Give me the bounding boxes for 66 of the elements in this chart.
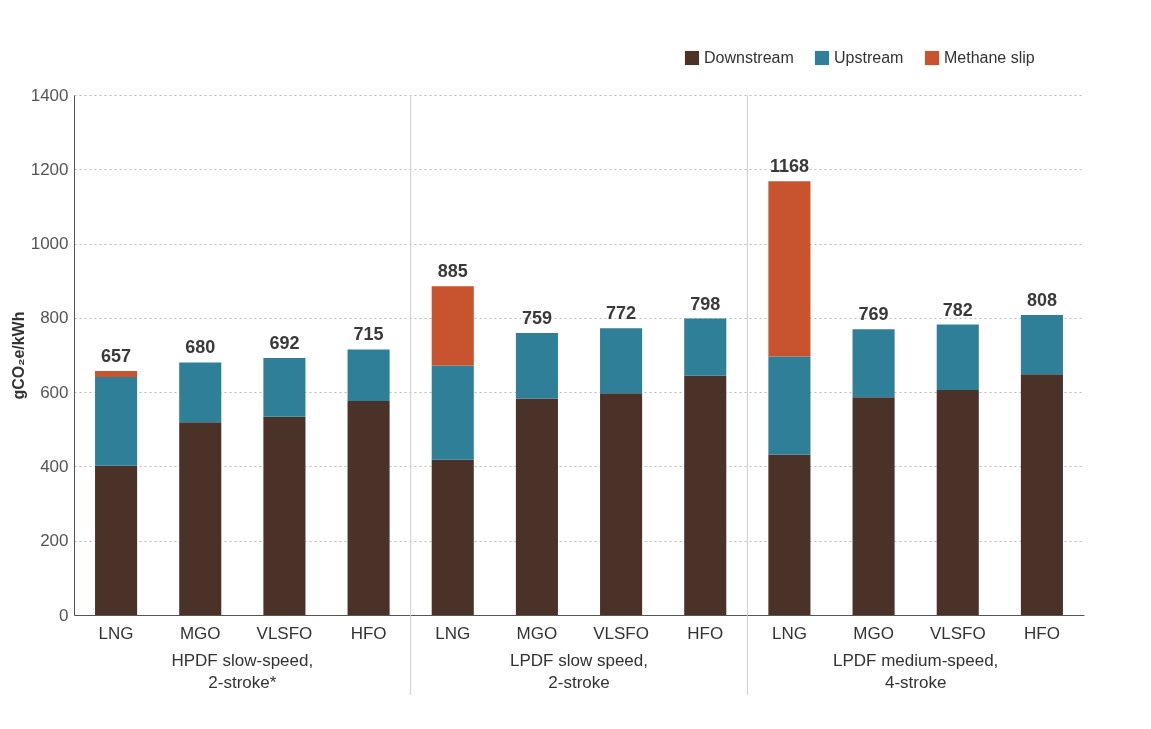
bar	[95, 376, 138, 466]
y-tick-label: 200	[40, 531, 69, 551]
total-label: 1168	[769, 156, 809, 177]
total-label: 657	[101, 345, 132, 366]
bar	[600, 328, 643, 394]
bar	[1020, 374, 1063, 615]
y-tick-label: 0	[59, 605, 69, 625]
bar	[431, 365, 474, 460]
y-axis-title: gCO₂e/kWh	[9, 311, 27, 400]
bar	[768, 356, 811, 455]
bar	[852, 329, 895, 398]
bar	[431, 459, 474, 615]
y-tick-label: 400	[40, 456, 69, 476]
total-label: 782	[942, 299, 973, 320]
total-label: 885	[437, 261, 468, 282]
bar	[768, 181, 811, 357]
x-tick-label: VLSFO	[256, 623, 313, 643]
bar	[347, 401, 390, 615]
x-tick-label: LNG	[771, 623, 807, 643]
bar	[179, 422, 222, 615]
total-label: 759	[521, 308, 552, 329]
total-label: 772	[606, 303, 637, 324]
bar	[95, 465, 138, 615]
total-label: 769	[858, 304, 889, 325]
total-label: 680	[185, 337, 216, 358]
total-label: 798	[690, 293, 721, 314]
total-label: 808	[1026, 289, 1057, 310]
bar	[684, 318, 727, 376]
bar	[684, 375, 727, 615]
x-tick-label: LNG	[435, 623, 471, 643]
bar	[263, 357, 306, 417]
y-tick-label: 1000	[30, 234, 69, 254]
bar	[1020, 314, 1063, 375]
x-tick-label: HFO	[687, 623, 724, 643]
total-label: 692	[269, 332, 300, 353]
bar	[515, 398, 558, 615]
y-tick-label: 800	[40, 308, 69, 328]
legend-label: Upstream	[834, 49, 904, 66]
legend-label: Downstream	[704, 49, 794, 66]
x-tick-label: HFO	[350, 623, 387, 643]
bar	[347, 349, 390, 402]
legend-label: Methane slip	[944, 49, 1035, 66]
x-tick-label: MGO	[179, 623, 221, 643]
x-tick-label: VLSFO	[929, 623, 986, 643]
y-tick-label: 1200	[30, 159, 69, 179]
bar	[515, 333, 558, 399]
x-tick-label: VLSFO	[593, 623, 649, 643]
x-tick-label: LNG	[98, 623, 134, 643]
text: HPDF slow-speed, 2-stroke*	[171, 651, 314, 692]
y-tick-label: 600	[40, 382, 69, 402]
x-tick-label: MGO	[853, 623, 894, 643]
total-label: 715	[353, 324, 384, 345]
bar	[852, 397, 895, 615]
bar	[263, 416, 306, 615]
bar	[179, 362, 222, 423]
bar	[95, 370, 138, 377]
bar	[936, 324, 979, 390]
bar	[768, 454, 811, 615]
text: LPDF slow speed, 2-stroke	[510, 651, 648, 692]
bar	[936, 389, 979, 615]
x-tick-label: HFO	[1023, 623, 1060, 643]
text: LPDF medium-speed, 4-stroke	[832, 651, 999, 692]
x-tick-label: MGO	[516, 623, 558, 643]
y-tick-label: 1400	[30, 85, 69, 105]
bar	[431, 286, 474, 366]
bar	[600, 393, 643, 615]
